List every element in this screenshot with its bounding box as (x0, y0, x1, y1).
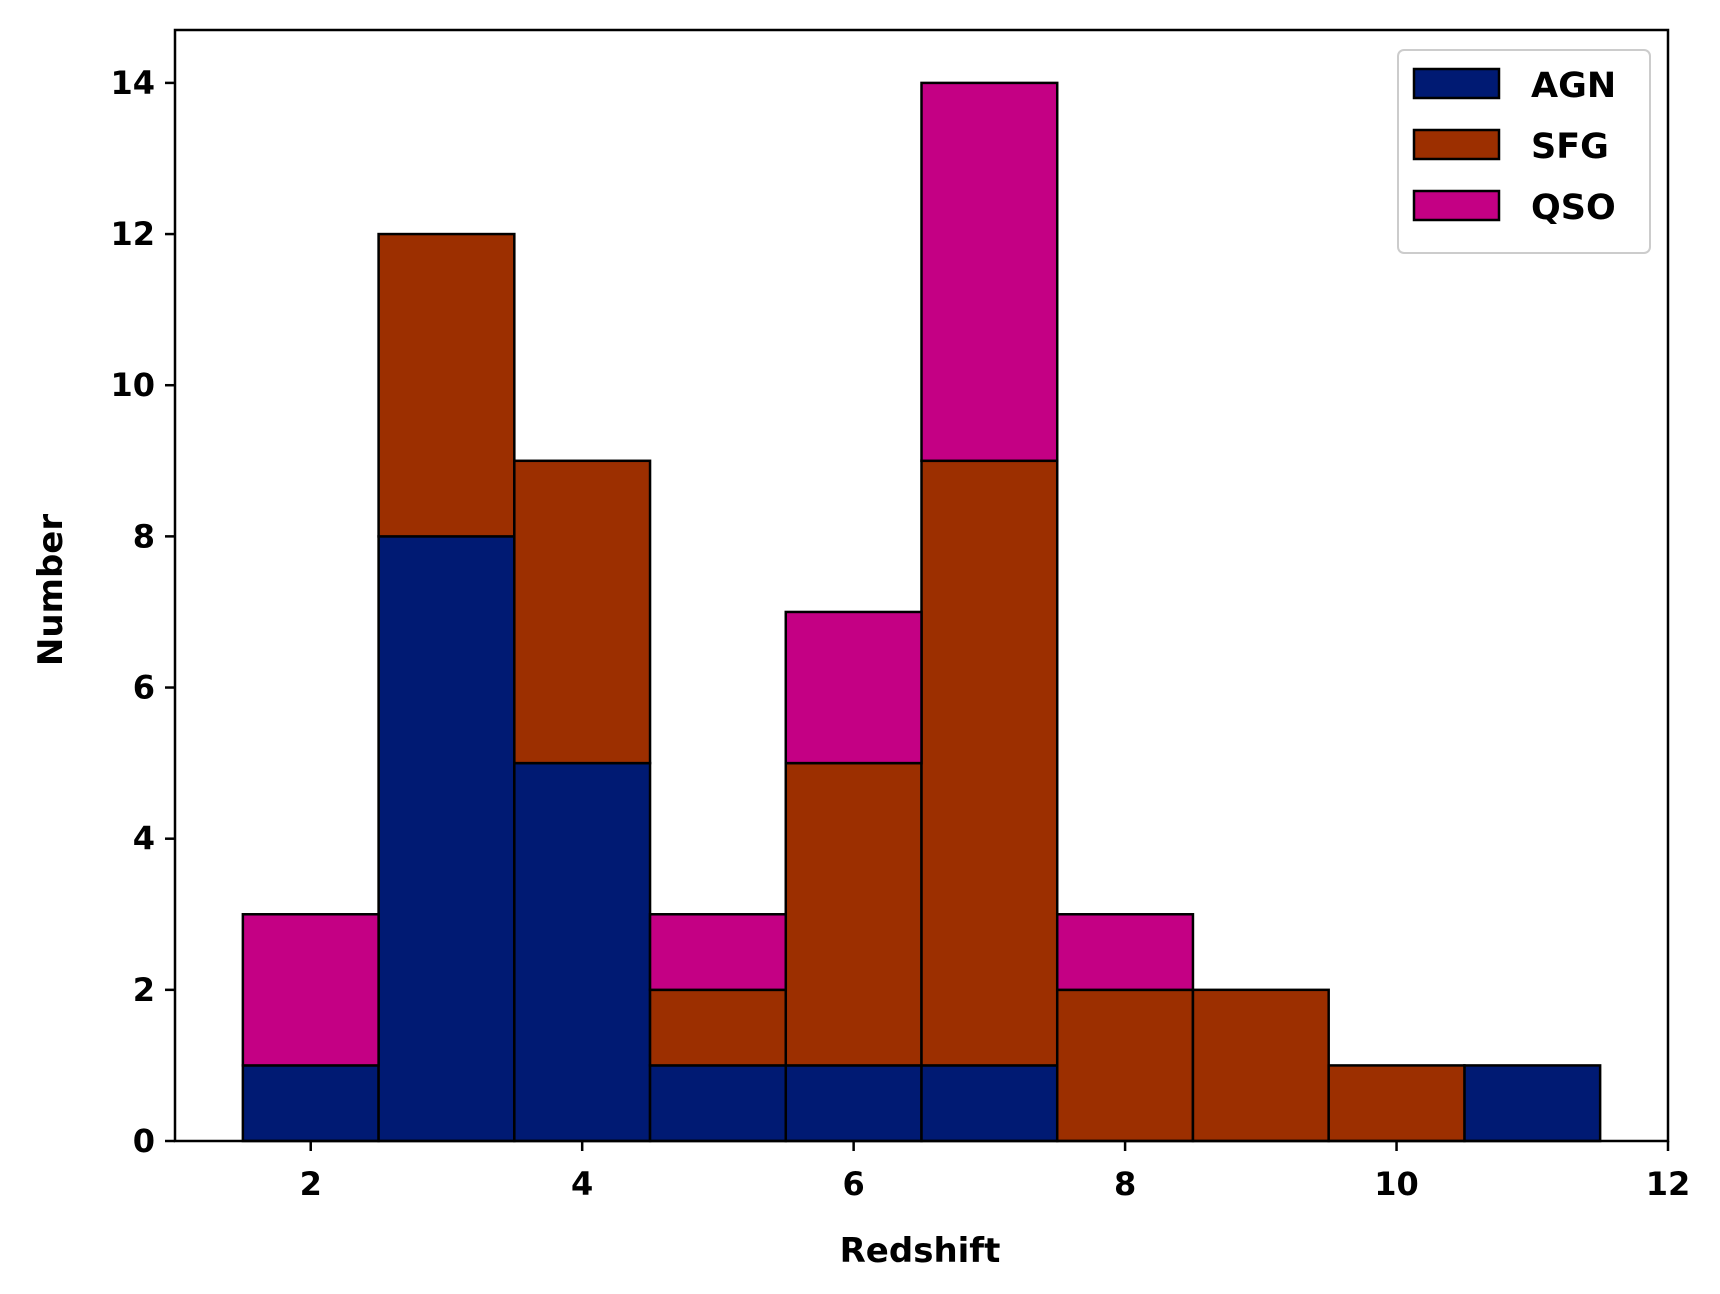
bar-sfg-bin-8 (1055, 988, 1195, 1143)
y-tick-label: 8 (133, 517, 155, 555)
y-axis-label: Number (31, 514, 71, 666)
bar-qso-bin-5 (648, 913, 788, 992)
y-tick-label: 6 (133, 669, 155, 707)
y-tick-label: 2 (133, 971, 155, 1009)
legend-swatch-qso (1412, 189, 1501, 222)
bar-sfg-bin-7 (920, 459, 1059, 1067)
bar-agn-bin-3 (377, 535, 516, 1143)
x-axis: 2 4 6 8 10 12 (300, 1141, 1691, 1203)
legend-label-sfg: SFG (1531, 127, 1609, 167)
bar-agn-bin-6 (784, 1064, 923, 1143)
y-tick-label: 10 (110, 366, 155, 404)
bars (241, 81, 1602, 1143)
bar-qso-bin-2 (241, 913, 380, 1067)
x-axis-label: Redshift (840, 1231, 1001, 1271)
bar-agn-bin-7 (920, 1064, 1059, 1143)
legend-swatch-sfg (1412, 128, 1501, 161)
y-tick-label: 12 (110, 215, 155, 253)
bar-sfg-bin-4 (513, 459, 652, 765)
y-tick-label: 14 (110, 64, 155, 102)
bar-sfg-bin-5 (648, 988, 788, 1067)
bar-qso-bin-8 (1055, 913, 1195, 992)
bar-qso-bin-6 (784, 610, 923, 765)
x-tick-label: 6 (843, 1165, 865, 1203)
y-axis: 0 2 4 6 8 10 12 14 (110, 64, 175, 1160)
y-tick-label: 4 (133, 820, 155, 858)
legend-label-agn: AGN (1531, 66, 1616, 106)
y-tick-label: 0 (133, 1122, 155, 1160)
x-tick-label: 2 (300, 1165, 322, 1203)
bar-sfg-bin-9 (1191, 988, 1330, 1143)
bar-agn-bin-2 (241, 1064, 380, 1143)
bar-sfg-bin-10 (1327, 1064, 1466, 1143)
bar-qso-bin-7 (920, 81, 1059, 463)
legend: AGN SFG QSO (1397, 49, 1651, 254)
bar-agn-bin-4 (513, 761, 652, 1143)
bar-sfg-bin-6 (784, 761, 923, 1067)
x-tick-label: 12 (1646, 1165, 1691, 1203)
x-tick-label: 10 (1374, 1165, 1419, 1203)
bar-agn-bin-5 (648, 1064, 788, 1143)
x-tick-label: 8 (1114, 1165, 1136, 1203)
plot-frame (173, 28, 1670, 1143)
bar-agn-bin-11 (1463, 1064, 1602, 1143)
legend-swatch-agn (1412, 67, 1501, 100)
legend-label-qso: QSO (1531, 188, 1616, 228)
x-tick-label: 4 (571, 1165, 593, 1203)
bar-sfg-bin-3 (377, 232, 516, 538)
